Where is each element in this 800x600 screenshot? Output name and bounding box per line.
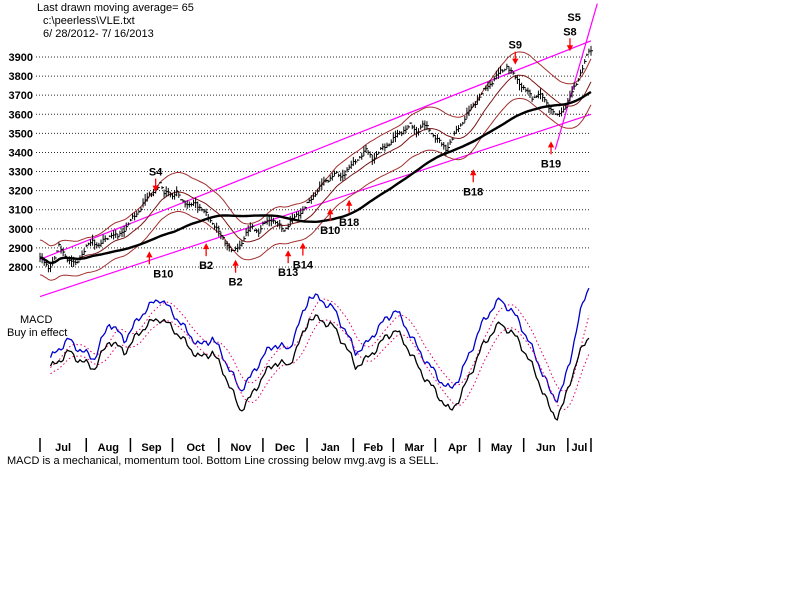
- svg-text:Jun: Jun: [536, 442, 556, 454]
- macd-status-text: Buy in effect: [7, 327, 68, 339]
- short-moving-average: [39, 74, 592, 264]
- svg-text:Sep: Sep: [141, 442, 161, 454]
- svg-text:3200: 3200: [9, 186, 33, 198]
- price-bands: [39, 51, 592, 281]
- svg-text:Jan: Jan: [321, 442, 340, 454]
- svg-text:2900: 2900: [9, 243, 33, 255]
- month-axis: Jul Aug Sep Oct Nov Dec Jan Feb Mar Apr May Jun Jul: [39, 438, 592, 454]
- svg-text:Nov: Nov: [230, 442, 252, 454]
- svg-text:Jul: Jul: [571, 442, 587, 454]
- svg-text:3500: 3500: [9, 128, 33, 140]
- svg-text:3300: 3300: [9, 167, 33, 179]
- svg-text:3000: 3000: [9, 224, 33, 236]
- svg-text:S8: S8: [563, 26, 576, 38]
- trend-channel-lines: [39, 3, 598, 298]
- svg-text:S5: S5: [567, 12, 580, 24]
- svg-text:B2: B2: [199, 260, 213, 272]
- svg-text:3100: 3100: [9, 205, 33, 217]
- svg-text:B19: B19: [541, 158, 561, 170]
- svg-text:Dec: Dec: [275, 442, 295, 454]
- macd-lines: [49, 287, 590, 421]
- svg-text:May: May: [491, 442, 513, 454]
- svg-text:B18: B18: [339, 217, 359, 229]
- svg-text:S9: S9: [509, 40, 522, 52]
- svg-text:3600: 3600: [9, 109, 33, 121]
- svg-text:B13: B13: [278, 267, 298, 279]
- svg-text:B10: B10: [320, 225, 340, 237]
- y-axis-labels: 3900 3800 3700 3600 3500 3400 3300 3200 3100 3000…: [9, 52, 33, 274]
- svg-text:Jul: Jul: [55, 442, 71, 454]
- svg-text:Mar: Mar: [405, 442, 425, 454]
- svg-text:B14: B14: [293, 260, 314, 272]
- price-bars: [39, 45, 593, 273]
- svg-text:3700: 3700: [9, 90, 33, 102]
- chart-caption: MACD is a mechanical, momentum tool. Bot…: [7, 455, 439, 467]
- svg-text:Aug: Aug: [98, 442, 119, 454]
- price-grid: [36, 56, 590, 268]
- svg-text:S4: S4: [149, 167, 163, 179]
- svg-text:Apr: Apr: [448, 442, 468, 454]
- macd-label: MACD: [20, 314, 53, 326]
- svg-text:Feb: Feb: [364, 442, 384, 454]
- file-path-text: c:\peerless\VLE.txt: [43, 15, 135, 27]
- date-range-text: 6/ 28/2012- 7/ 16/2013: [43, 28, 154, 40]
- svg-text:3800: 3800: [9, 71, 33, 83]
- svg-text:Oct: Oct: [186, 442, 205, 454]
- long-moving-average: [39, 90, 592, 265]
- ma-period-text: Last drawn moving average= 65: [37, 2, 194, 14]
- svg-text:3900: 3900: [9, 52, 33, 64]
- svg-text:B10: B10: [153, 268, 173, 280]
- svg-text:B18: B18: [463, 186, 483, 198]
- svg-text:2800: 2800: [9, 262, 33, 274]
- svg-text:B2: B2: [229, 277, 243, 289]
- svg-text:3400: 3400: [9, 147, 33, 159]
